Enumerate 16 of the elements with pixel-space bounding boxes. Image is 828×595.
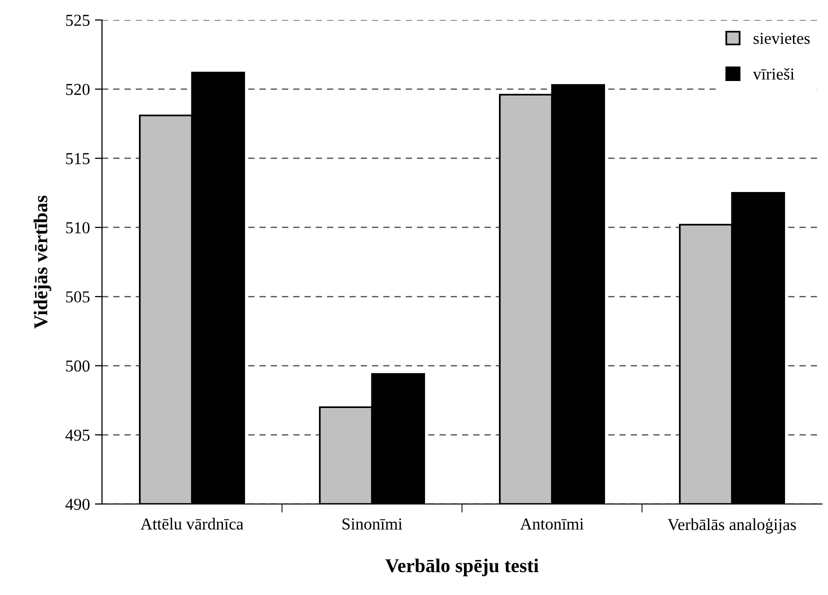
y-tick-label: 515 [66, 153, 90, 164]
y-tick-label: 510 [66, 222, 90, 234]
y-tick-label: 495 [66, 430, 90, 441]
legend-label: vīrieši [752, 68, 794, 80]
y-tick-label: 490 [66, 498, 90, 510]
x-tick-label: Attēlu vārdnīca [140, 518, 244, 530]
y-tick-label: 525 [66, 14, 90, 26]
y-tick-label: 500 [66, 360, 90, 372]
legend-label: sievietes [754, 32, 810, 44]
y-tick-label: 520 [66, 84, 90, 96]
y-axis-title: Vidējās vērtības [34, 196, 52, 329]
y-tick-label: 505 [66, 291, 90, 303]
x-tick-label: Antonīmi [520, 518, 584, 530]
x-tick-label: Verbālās analoģijas [668, 518, 796, 534]
x-axis-title: Verbālo spēju testi [385, 558, 539, 576]
x-tick-label: Sinonīmi [342, 518, 402, 530]
